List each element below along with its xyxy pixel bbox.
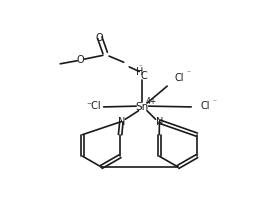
Text: ⁻Cl: ⁻Cl bbox=[86, 101, 101, 111]
Text: Cl: Cl bbox=[200, 101, 210, 111]
Text: ⁻: ⁻ bbox=[186, 69, 190, 78]
Text: 4+: 4+ bbox=[146, 97, 157, 106]
Text: H: H bbox=[136, 67, 143, 77]
Text: N: N bbox=[156, 117, 163, 127]
Text: Cl: Cl bbox=[174, 73, 183, 83]
Text: ⁻: ⁻ bbox=[138, 64, 142, 70]
Text: C: C bbox=[141, 71, 147, 81]
Text: O: O bbox=[77, 55, 84, 65]
Text: ⁻: ⁻ bbox=[212, 97, 217, 106]
Text: Sn: Sn bbox=[135, 102, 148, 112]
Text: N: N bbox=[118, 117, 125, 127]
Text: O: O bbox=[95, 33, 103, 43]
